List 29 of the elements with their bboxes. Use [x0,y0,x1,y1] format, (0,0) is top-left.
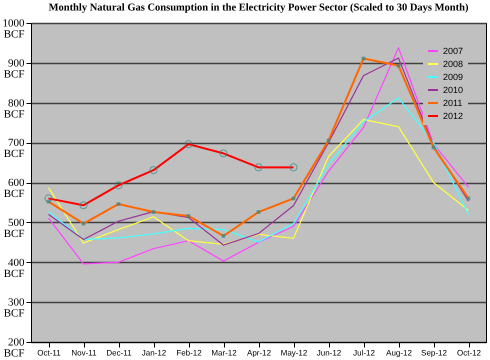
x-tick-label: Nov-11 [71,348,98,358]
legend-label: 2007 [443,46,464,56]
x-tick-label: Dec-11 [106,348,132,358]
legend-label: 2011 [443,98,462,108]
x-tick-label: Feb-12 [176,348,202,358]
legend-label: 2009 [443,72,464,82]
y-tick-label: 400 BCF [4,256,25,280]
y-tick-label: 1000 BCF [2,18,25,40]
y-tick-label: 600 BCF [4,177,25,200]
y-tick-label: 500 BCF [4,216,25,240]
x-tick-label: Oct-12 [456,348,482,358]
x-tick-label: Aug-12 [386,348,412,358]
x-tick-label: Oct-11 [37,348,62,358]
y-tick-label: 300 BCF [4,296,25,320]
legend-label: 2012 [443,111,464,121]
y-tick-label: 700 BCF [4,137,25,160]
x-tick-label: Apr-12 [246,348,272,358]
x-tick-label: Mar-12 [211,348,238,358]
x-tick-label: Jan-12 [142,348,167,358]
y-tick-label: 200 BCF [4,336,25,360]
legend-label: 2008 [443,59,464,69]
legend-label: 2010 [443,85,464,95]
y-tick-label: 900 BCF [4,57,25,80]
x-tick-label: Jun-12 [316,348,342,358]
x-tick-label: Sep-12 [421,348,448,358]
y-tick-label: 800 BCF [4,97,25,120]
x-tick-label: Jul-12 [353,348,376,358]
x-tick-label: May-12 [280,348,308,358]
chart-title: Monthly Natural Gas Consumption in the Electricity Power Sector (Scaled to 30 Days Month) [48,2,469,14]
